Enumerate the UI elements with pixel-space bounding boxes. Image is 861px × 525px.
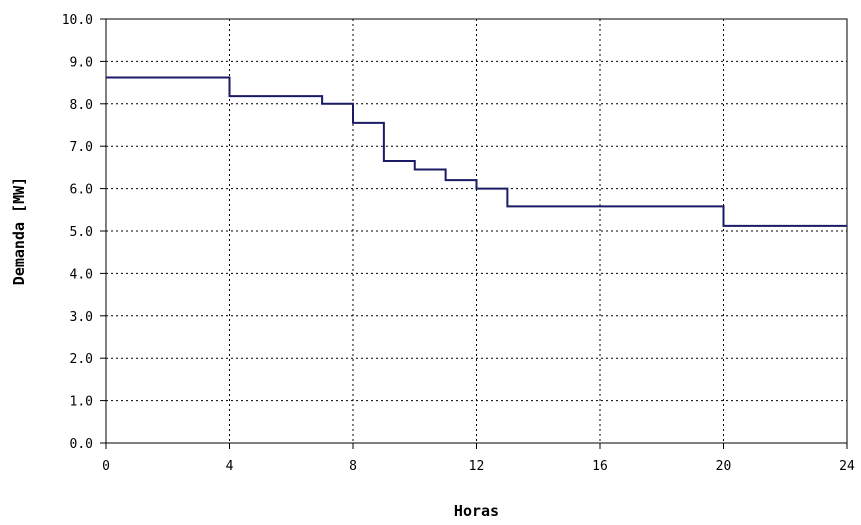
y-axis-title: Demanda [MW] bbox=[10, 177, 28, 285]
axis-ticks bbox=[100, 18, 848, 449]
x-axis-title: Horas bbox=[454, 502, 499, 520]
y-tick-label: 4.0 bbox=[70, 267, 93, 282]
y-tick-label: 0.0 bbox=[70, 437, 93, 452]
tick-labels: 0 4 8 12 16 20 24 0.0 1.0 2.0 3.0 4.0 5.0 6.0 7.0 8.0 9.… bbox=[62, 13, 855, 474]
grid-lines bbox=[106, 19, 847, 443]
y-tick-label: 8.0 bbox=[70, 98, 93, 113]
demand-series-line bbox=[106, 76, 847, 227]
series-layer bbox=[106, 76, 847, 227]
x-tick-label: 12 bbox=[469, 459, 485, 474]
y-tick-label: 10.0 bbox=[62, 13, 93, 28]
x-tick-label: 16 bbox=[592, 459, 608, 474]
x-tick-label: 8 bbox=[349, 459, 357, 474]
y-tick-label: 7.0 bbox=[70, 140, 93, 155]
x-tick-label: 4 bbox=[226, 459, 234, 474]
y-tick-label: 6.0 bbox=[70, 183, 93, 198]
x-tick-label: 0 bbox=[102, 459, 110, 474]
y-tick-label: 1.0 bbox=[70, 395, 93, 410]
y-tick-label: 2.0 bbox=[70, 352, 93, 367]
x-tick-label: 24 bbox=[839, 459, 855, 474]
y-tick-label: 5.0 bbox=[70, 225, 93, 240]
x-tick-label: 20 bbox=[716, 459, 732, 474]
y-tick-label: 9.0 bbox=[70, 55, 93, 70]
y-tick-label: 3.0 bbox=[70, 310, 93, 325]
